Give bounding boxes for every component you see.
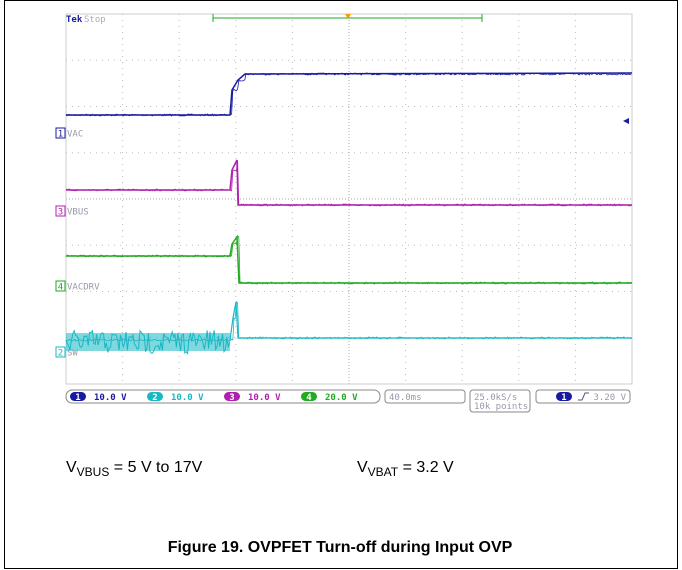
symbol: V bbox=[66, 459, 77, 476]
condition: VVBUS = 5 V to 17V bbox=[66, 459, 203, 479]
trigger-badge bbox=[556, 392, 572, 401]
channel-scale: 20.0 V bbox=[325, 393, 358, 403]
channel-badge-number: 2 bbox=[152, 393, 157, 403]
channel-number: 3 bbox=[58, 208, 63, 218]
timebase: 40.0ms bbox=[389, 393, 422, 403]
brand: Tek bbox=[66, 15, 83, 25]
channel-scale: 10.0 V bbox=[94, 393, 127, 403]
channel-labels: 1 VAC 2 SW 3 VBUS 4 VACDRV bbox=[55, 127, 100, 359]
acq-state: Stop bbox=[84, 15, 106, 25]
trace-vac bbox=[66, 72, 633, 116]
symbol: V bbox=[357, 459, 368, 476]
channel-badge bbox=[70, 392, 86, 401]
record-length: 10k points bbox=[474, 402, 528, 412]
channel-badge-number: 4 bbox=[306, 393, 312, 403]
channel-number: 2 bbox=[58, 349, 63, 359]
channel-number: 1 bbox=[58, 130, 63, 140]
channel-label: SW bbox=[67, 349, 78, 359]
channel-badge bbox=[301, 392, 317, 401]
conditions: VVBUS = 5 V to 17V VVBAT = 3.2 V bbox=[66, 459, 454, 479]
trace-vacdrv-noise bbox=[65, 235, 632, 285]
condition-text: = 5 V to 17V bbox=[109, 459, 202, 476]
trigger-level: 3.20 V bbox=[593, 393, 626, 403]
trigger-level-marker bbox=[623, 118, 629, 124]
channel-scale: 10.0 V bbox=[171, 393, 204, 403]
acq-box bbox=[469, 389, 531, 413]
cell-border bbox=[4, 0, 678, 569]
channel-badge-number: 3 bbox=[229, 393, 234, 403]
sample-rate: 25.0kS/s bbox=[474, 393, 517, 403]
trace-sw-noise bbox=[65, 300, 632, 342]
traces bbox=[65, 72, 633, 356]
trigger-position bbox=[345, 14, 351, 19]
channel-label: VAC bbox=[67, 130, 83, 140]
channel-label: VACDRV bbox=[67, 283, 100, 293]
subscript: VBAT bbox=[368, 465, 399, 479]
channel-scale: 10.0 V bbox=[248, 393, 281, 403]
trace-sw bbox=[229, 301, 632, 341]
trigger-channel: 1 bbox=[561, 393, 566, 403]
channel-badge-number: 1 bbox=[75, 393, 80, 403]
channel-badge bbox=[224, 392, 240, 401]
subscript: VBUS bbox=[77, 465, 110, 479]
trace-vac-noise bbox=[65, 72, 632, 117]
channel-marker bbox=[55, 127, 66, 139]
scope-grid bbox=[65, 13, 633, 385]
timebase-box bbox=[384, 389, 466, 404]
channel-box bbox=[65, 389, 381, 404]
condition-text: = 3.2 V bbox=[398, 459, 454, 476]
channel-marker bbox=[55, 280, 66, 292]
figure-caption: Figure 19. OVPFET Turn-off during Input … bbox=[168, 539, 513, 556]
trigger-slope bbox=[578, 392, 589, 401]
channel-marker bbox=[55, 205, 66, 217]
channel-label: VBUS bbox=[67, 208, 89, 218]
trace-sw-band bbox=[66, 333, 230, 351]
channel-marker bbox=[55, 346, 66, 358]
channel-number: 4 bbox=[58, 283, 63, 293]
channel-badge bbox=[147, 392, 163, 401]
status-bar: 1 10.0 V 2 10.0 V 3 10.0 V 4 20.0 V 40.0ms 25.0kS… bbox=[65, 389, 631, 413]
trace-vbus-noise bbox=[65, 160, 632, 207]
condition: VVBAT = 3.2 V bbox=[357, 459, 454, 479]
